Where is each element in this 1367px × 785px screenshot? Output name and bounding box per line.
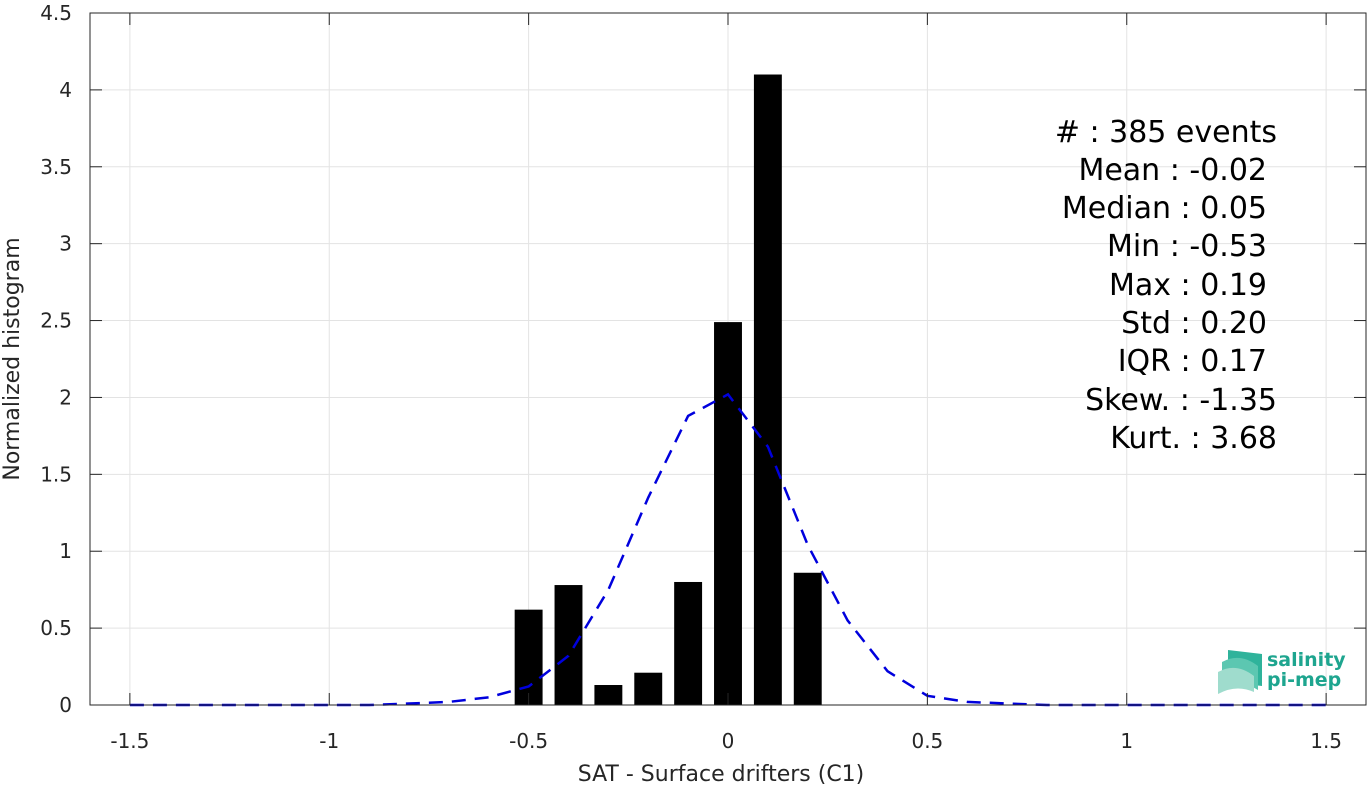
stat-max: Max : 0.19 xyxy=(1109,268,1267,303)
y-axis-label: Normalized histogram xyxy=(0,237,25,480)
histogram-bar xyxy=(634,672,663,705)
y-tick-label: 4 xyxy=(59,78,72,102)
x-tick-label: 0 xyxy=(722,729,735,753)
x-tick-labels: -1.5 -1 -0.5 0 0.5 1 1.5 xyxy=(110,729,1342,753)
stat-skew: Skew. : -1.35 xyxy=(1085,383,1277,418)
stat-mean: Mean : -0.02 xyxy=(1078,153,1267,188)
histogram-bar xyxy=(554,585,583,705)
stat-kurt: Kurt. : 3.68 xyxy=(1110,421,1277,456)
x-tick-label: -1.5 xyxy=(110,729,149,753)
histogram-bars xyxy=(514,74,822,705)
logo-text-pi-mep: pi-mep xyxy=(1267,669,1341,691)
y-tick-label: 3 xyxy=(59,232,72,256)
x-tick-label: -0.5 xyxy=(509,729,548,753)
x-tick-label: -1 xyxy=(319,729,339,753)
y-tick-label: 1 xyxy=(59,539,72,563)
salinity-pi-mep-logo: salinity pi-mep xyxy=(1218,649,1346,694)
stat-median: Median : 0.05 xyxy=(1062,191,1267,226)
y-tick-labels: 0 0.5 1 1.5 2 2.5 3 3.5 4 4.5 xyxy=(40,1,72,717)
y-tick-label: 0 xyxy=(59,693,72,717)
histogram-bar xyxy=(753,74,782,705)
histogram-bar xyxy=(594,685,623,705)
axes xyxy=(89,12,1367,706)
y-tick-label: 1.5 xyxy=(40,462,72,486)
logo-text-salinity: salinity xyxy=(1267,649,1346,671)
y-tick-label: 0.5 xyxy=(40,616,72,640)
x-tick-label: 1.5 xyxy=(1310,729,1342,753)
x-axis-label: SAT - Surface drifters (C1) xyxy=(578,762,865,785)
histogram-bar xyxy=(793,572,822,705)
stat-std: Std : 0.20 xyxy=(1121,306,1267,341)
x-tick-label: 0.5 xyxy=(911,729,943,753)
histogram-bar xyxy=(674,581,703,705)
statistics-annotation: # : 385 events Mean : -0.02 Median : 0.0… xyxy=(1055,115,1277,456)
stat-iqr: IQR : 0.17 xyxy=(1118,344,1267,379)
y-tick-label: 4.5 xyxy=(40,1,72,25)
stat-min: Min : -0.53 xyxy=(1107,229,1267,264)
histogram-bar xyxy=(514,609,543,705)
stat-events: # : 385 events xyxy=(1055,115,1277,150)
y-tick-label: 2 xyxy=(59,385,72,409)
wave-logo-icon xyxy=(1218,650,1262,694)
x-tick-label: 1 xyxy=(1120,729,1133,753)
normal-fit-curve xyxy=(129,392,1327,707)
y-tick-label: 3.5 xyxy=(40,155,72,179)
y-tick-label: 2.5 xyxy=(40,309,72,333)
histogram-bar xyxy=(714,322,742,705)
